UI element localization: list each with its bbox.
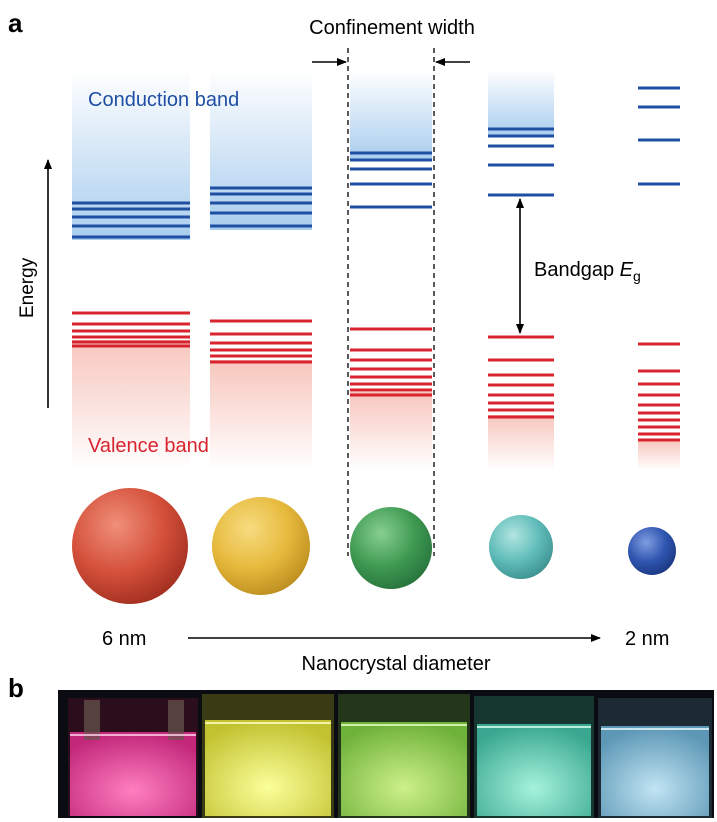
valence-band-fill-2 [210, 360, 312, 470]
bandgap-symbol: E [620, 259, 634, 281]
valence-band-fill-4 [488, 415, 554, 470]
panel-b-label: b [8, 673, 24, 703]
size-label-2nm: 2 nm [625, 628, 669, 650]
diameter-axis-label: Nanocrystal diameter [302, 653, 491, 675]
confinement-width-label: Confinement width [309, 17, 475, 39]
panel-a-label: a [8, 8, 23, 38]
conduction-band-fill-4 [488, 70, 554, 135]
vials-photo [58, 690, 714, 818]
vial-cap [84, 700, 100, 740]
vial-green [341, 722, 467, 816]
conduction-band-label: Conduction band [88, 89, 239, 111]
bandgap-label: Bandgap Eg [534, 259, 641, 284]
vial-cyan [477, 724, 591, 816]
vial-magenta [70, 732, 196, 816]
nanocrystal-green [350, 507, 432, 589]
nanocrystal-red [72, 488, 188, 604]
conduction-levels [72, 86, 680, 239]
nanocrystals [72, 488, 676, 604]
energy-axis-label: Energy [17, 257, 38, 318]
vial-yellow [205, 720, 331, 816]
conduction-band-fill-1 [72, 70, 190, 240]
valence-band-fill-1 [72, 340, 190, 470]
valence-band-fill-3 [350, 392, 432, 470]
valence-band-label: Valence band [88, 435, 209, 457]
bandgap-subscript: g [633, 268, 641, 284]
band-columns [72, 70, 680, 470]
valence-levels [72, 311, 680, 442]
size-label-6nm: 6 nm [102, 628, 146, 650]
nanocrystal-blue [628, 527, 676, 575]
bandgap-label-text: Bandgap [534, 259, 620, 281]
vial-light-blue [601, 726, 709, 816]
nanocrystal-teal [489, 515, 553, 579]
valence-band-fill-5 [638, 440, 680, 470]
nanocrystal-yellow [212, 497, 310, 595]
conduction-band-fill-3 [350, 70, 432, 160]
vial-cap [168, 700, 184, 740]
